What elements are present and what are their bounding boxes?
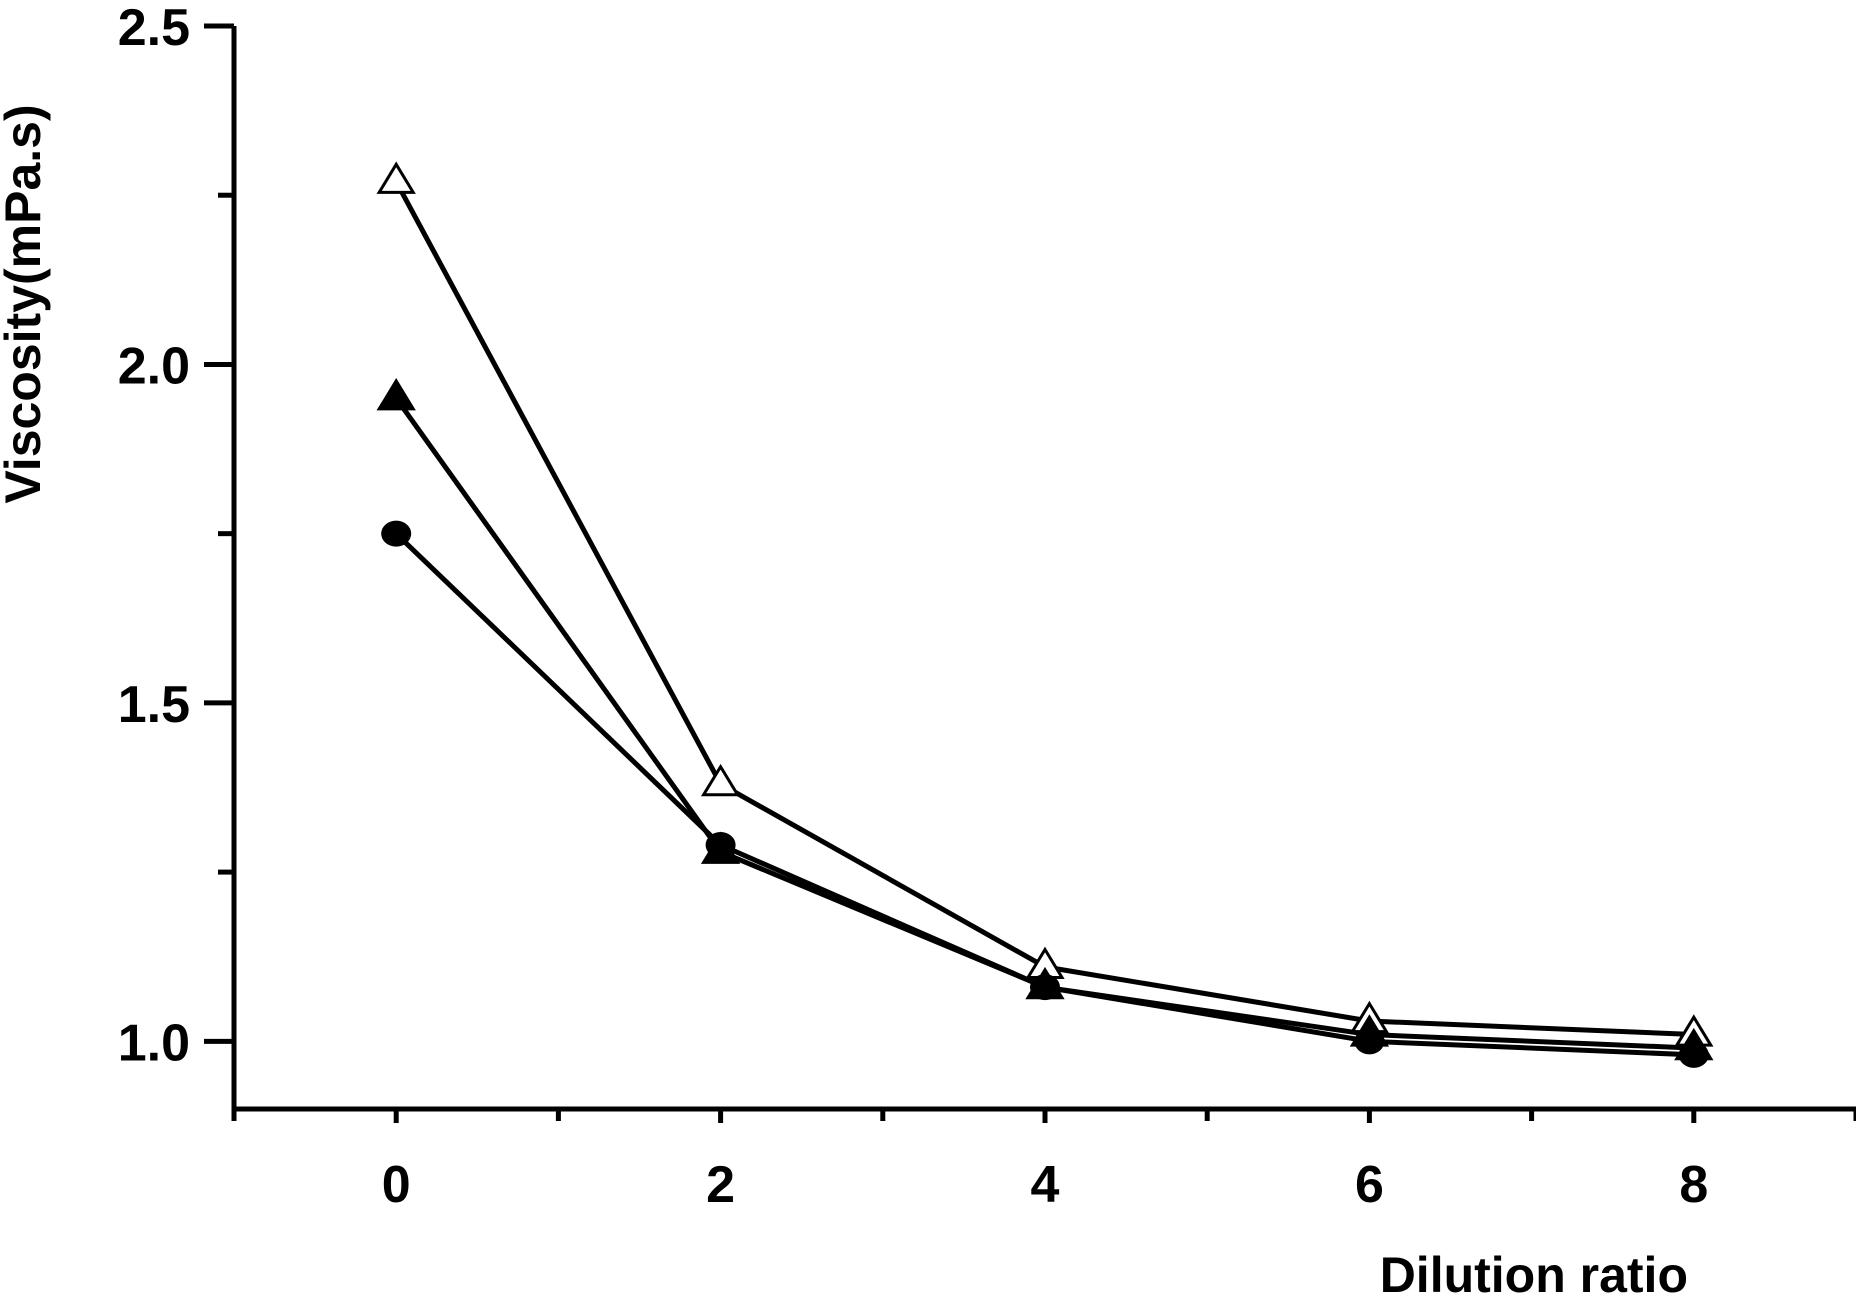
x-tick-label: 8	[1679, 1156, 1708, 1214]
series-3	[381, 520, 1709, 1068]
y-tick-label: 2.5	[118, 0, 190, 57]
x-tick-label: 6	[1355, 1156, 1384, 1214]
data-point-open-triangle	[376, 161, 416, 194]
axes: 1.0 1.5 2.0 2.5 0 2 4 6 8	[118, 0, 1856, 1214]
y-tick-label: 1.0	[118, 1014, 190, 1072]
series-line	[393, 180, 1694, 1038]
y-tick-label: 2.0	[118, 337, 190, 395]
y-axis-title: Viscosity(mPa.s)	[0, 104, 51, 503]
data-point-filled-triangle	[376, 378, 416, 411]
data-point-circle	[705, 832, 736, 859]
series-1	[376, 161, 1714, 1047]
x-tick-label: 4	[1031, 1156, 1060, 1214]
series	[376, 161, 1714, 1068]
x-axis-title: Dilution ratio	[1380, 1247, 1688, 1294]
y-tick-label: 1.5	[118, 676, 190, 734]
data-point-circle	[1678, 1041, 1709, 1068]
data-point-circle	[1354, 1028, 1385, 1055]
data-point-circle	[381, 520, 412, 547]
data-point-circle	[1030, 974, 1060, 1001]
x-tick-label: 2	[706, 1156, 735, 1214]
data-point-open-triangle	[700, 763, 741, 797]
x-tick-label: 0	[382, 1156, 411, 1214]
